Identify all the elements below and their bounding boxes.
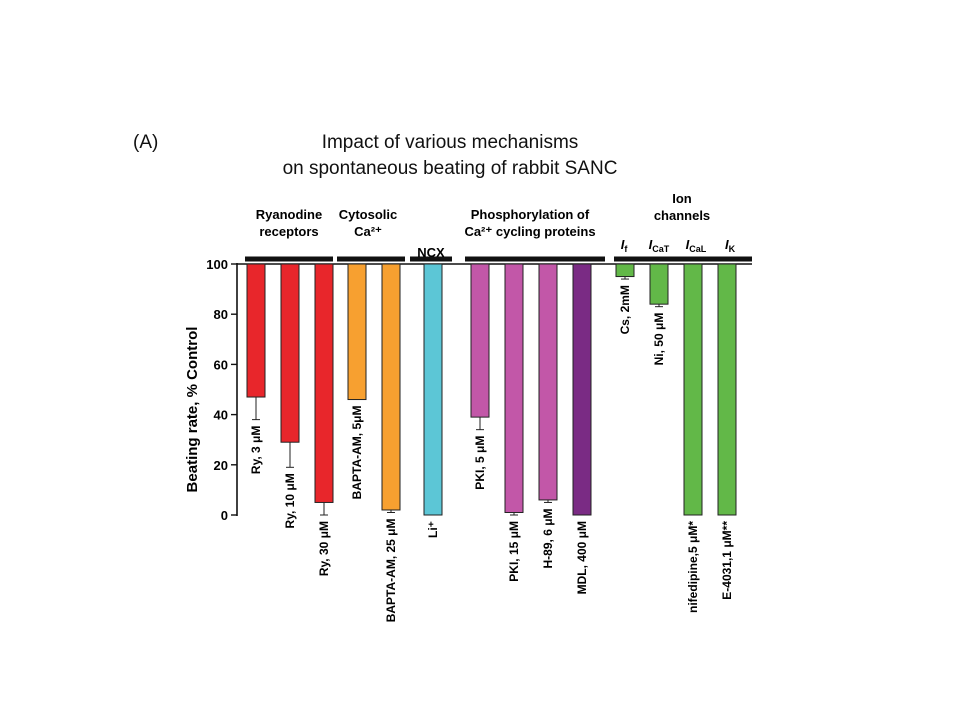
group-label: NCX bbox=[417, 245, 445, 260]
y-axis-label: Beating rate, % Control bbox=[184, 327, 201, 493]
ion-current-label: ICaL bbox=[686, 237, 707, 254]
group-label: Ca²⁺ bbox=[354, 224, 382, 239]
ion-current-label: ICaT bbox=[649, 237, 670, 254]
bar-label: E-4031,1 μM** bbox=[720, 521, 734, 600]
y-tick-label: 100 bbox=[206, 257, 228, 272]
bar-label: Ni, 50 μM bbox=[652, 313, 666, 366]
bar bbox=[347, 263, 367, 401]
group-label: Ca²⁺ cycling proteins bbox=[464, 224, 595, 239]
bar bbox=[381, 263, 401, 511]
group-label: receptors bbox=[259, 224, 318, 239]
y-tick-label: 0 bbox=[221, 508, 228, 523]
group-rule bbox=[465, 256, 605, 262]
group-rule bbox=[337, 256, 405, 262]
bar-label: Cs, 2mM bbox=[618, 285, 632, 334]
bar-label: H-89, 6 μM bbox=[541, 508, 555, 568]
bar bbox=[538, 263, 558, 501]
y-tick-label: 40 bbox=[214, 408, 228, 423]
panel-label: (A) bbox=[133, 132, 159, 153]
bar-label: Li⁺ bbox=[426, 521, 440, 538]
bar bbox=[314, 263, 334, 503]
bar bbox=[717, 263, 737, 516]
group-rule bbox=[614, 256, 752, 262]
bar-label: Ry, 3 μM bbox=[249, 426, 263, 474]
group-label: Phosphorylation of bbox=[471, 207, 590, 222]
bar bbox=[683, 263, 703, 516]
bar bbox=[504, 263, 524, 513]
bar-label: MDL, 400 μM bbox=[575, 521, 589, 594]
bar bbox=[572, 263, 592, 516]
bar bbox=[615, 263, 635, 278]
y-tick-label: 60 bbox=[214, 357, 228, 372]
chart-title-line-1: Impact of various mechanisms bbox=[321, 132, 579, 153]
bar-label: Ry, 30 μM bbox=[317, 521, 331, 576]
bar-label: Ry, 10 μM bbox=[283, 473, 297, 528]
bar bbox=[470, 263, 490, 418]
ion-current-label: If bbox=[621, 237, 629, 254]
bar-label: BAPTA-AM, 25 μM bbox=[384, 518, 398, 622]
group-label: Ryanodine bbox=[256, 207, 322, 222]
group-label: channels bbox=[654, 208, 710, 223]
group-label: Cytosolic bbox=[339, 207, 398, 222]
y-tick-label: 20 bbox=[214, 458, 228, 473]
group-label: Ion bbox=[672, 191, 692, 206]
bar bbox=[246, 263, 266, 398]
bar-label: PKI, 15 μM bbox=[507, 521, 521, 582]
bar bbox=[423, 263, 443, 516]
group-rule bbox=[245, 256, 333, 262]
bar bbox=[280, 263, 300, 443]
bar-label: BAPTA-AM, 5μM bbox=[350, 406, 364, 500]
y-tick-label: 80 bbox=[214, 307, 228, 322]
bar-label: nifedipine,5 μM* bbox=[686, 521, 700, 613]
ion-current-label: IK bbox=[725, 237, 736, 254]
group-rule bbox=[410, 256, 452, 262]
bar bbox=[649, 263, 669, 305]
chart-title-line-2: on spontaneous beating of rabbit SANC bbox=[282, 158, 618, 179]
bar-label: PKI, 5 μM bbox=[473, 436, 487, 490]
